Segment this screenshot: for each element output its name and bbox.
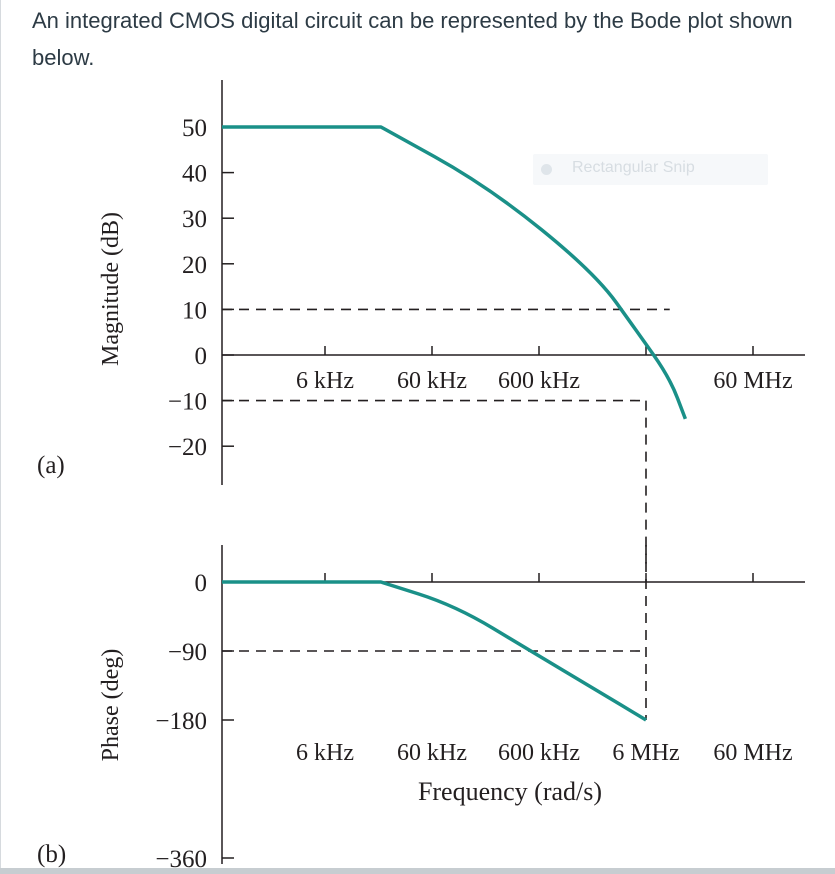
x-tick-label-60-khz: 60 kHz [397, 740, 467, 766]
y-tick-label-90: −90 [168, 639, 207, 666]
y-tick-label-10: 10 [182, 297, 207, 324]
magnitude-reference-lines [222, 308, 670, 565]
x-tick-label-6-khz: 6 kHz [296, 740, 354, 766]
question-text: An integrated CMOS digital circuit can b… [32, 8, 793, 70]
x-tick-label-60-khz: 60 kHz [397, 368, 467, 394]
scrollbar-track [0, 868, 835, 874]
rectangular-snip-overlay: Rectangular Snip [533, 154, 768, 185]
x-tick-label-600-khz: 600 kHz [498, 368, 580, 394]
y-tick-label-40: 40 [182, 161, 207, 188]
x-tick-label-60-mhz: 60 MHz [713, 740, 792, 766]
magnitude-curve [222, 125, 688, 420]
panel-label-b: (b) [37, 841, 66, 868]
magnitude-panel: (a) Magnitude (dB) 50 40 30 20 10 0 −10 −20 6 k… [37, 80, 805, 565]
x-tick-label-600-khz: 600 kHz [498, 740, 580, 766]
magnitude-axis-label: Magnitude (dB) [98, 212, 124, 366]
snip-label: Rectangular Snip [572, 159, 695, 176]
y-tick-label-0: 0 [195, 343, 208, 370]
y-tick-label-10: −10 [168, 389, 207, 416]
y-tick-label-20: −20 [168, 434, 207, 461]
phase-reference-lines [222, 545, 647, 720]
phase-axes [221, 545, 805, 864]
magnitude-x-ticks: 6 kHz 60 kHz 600 kHz 60 MHz [296, 346, 793, 394]
y-tick-label-20: 20 [182, 252, 207, 279]
frequency-axis-label: Frequency (rad/s) [418, 777, 602, 806]
magnitude-axes [221, 80, 805, 485]
x-tick-label-60-mhz: 60 MHz [713, 368, 792, 394]
record-dot-icon [541, 164, 552, 175]
left-border [0, 0, 1, 874]
y-tick-label-0: 0 [195, 570, 208, 597]
phase-x-ticks: 6 kHz 60 kHz 600 kHz 6 MHz 60 MHz [296, 573, 793, 766]
phase-curve [222, 580, 647, 722]
panel-label-a: (a) [37, 452, 65, 479]
y-tick-label-50: 50 [182, 115, 207, 142]
magnitude-y-ticks: 50 40 30 20 10 0 −10 −20 [168, 115, 234, 461]
y-tick-label-30: 30 [182, 206, 207, 233]
x-tick-label-6-mhz: 6 MHz [612, 740, 679, 766]
phase-axis-label: Phase (deg) [98, 649, 124, 762]
x-tick-label-6-khz: 6 kHz [296, 368, 354, 394]
phase-panel: (b) Phase (deg) Frequency (rad/s) 0 −90 −1… [37, 545, 805, 873]
y-tick-label-180: −180 [155, 708, 207, 735]
